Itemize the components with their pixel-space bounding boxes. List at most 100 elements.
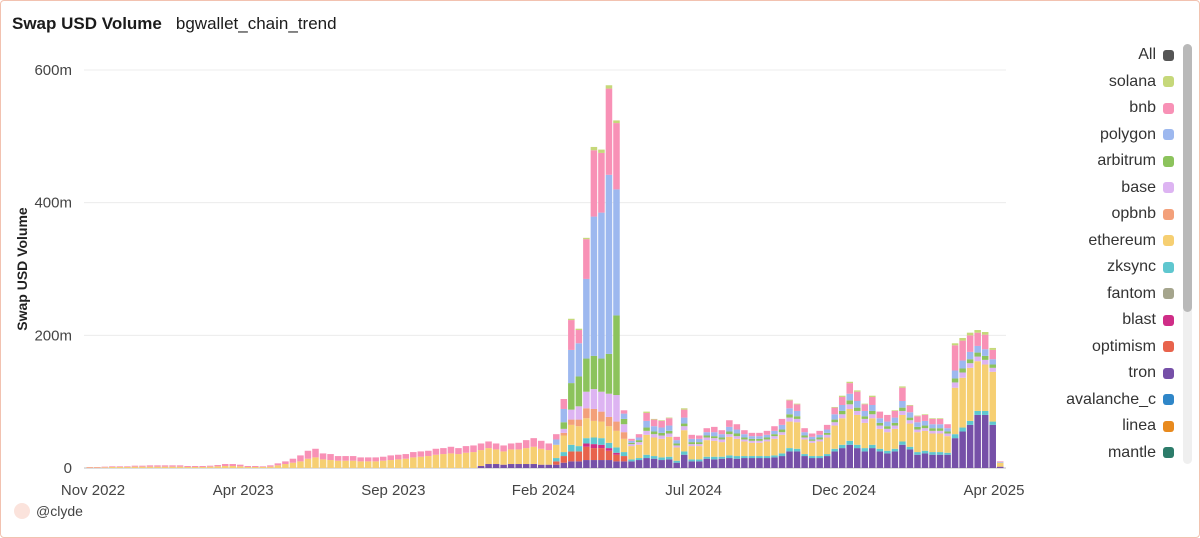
x-tick-label: Jul 2024 [665,482,722,499]
bar-segment-bnb [500,445,507,452]
legend-item-base[interactable]: base [1040,175,1174,202]
bar-segment-tron [711,459,718,468]
bar-segment-ethereum [289,462,297,468]
bar-segment-base [884,428,891,433]
bar-segment-optimism [613,454,620,462]
bar-segment-arbitrum [620,418,628,425]
bar-segment-arbitrum [605,353,613,394]
bar-segment-bnb [327,454,334,461]
bar-segment-optimism [568,451,575,462]
legend-swatch [1163,208,1174,220]
bar-segment-arbitrum [831,419,838,423]
bar-segment-ethereum [748,442,756,457]
legend-scrollbar-thumb[interactable] [1183,44,1192,312]
bar-segment-solana [838,395,846,398]
bar-segment-bnb [861,404,869,411]
bar-segment-bnb [711,426,718,433]
bar-segment-zksync [568,444,575,452]
legend-item-zksync[interactable]: zksync [1040,254,1174,281]
legend-item-ethereum[interactable]: ethereum [1040,228,1174,255]
bar-segment-ethereum [229,466,236,468]
bar-segment-bnb [823,424,831,430]
bar-segment-bnb [470,445,477,453]
legend-item-all[interactable]: All [1040,42,1174,69]
bar-segment-zksync [944,452,951,455]
bar-segment-optimism [575,451,583,462]
bar-segment-tron [936,454,944,468]
bar-segment-bnb [974,332,981,346]
legend-item-bnb[interactable]: bnb [1040,95,1174,122]
legend-item-fantom[interactable]: fantom [1040,281,1174,308]
bar-segment-ethereum [146,466,154,468]
legend-scrollbar[interactable] [1183,44,1192,464]
bar-segment-bnb [996,461,1004,463]
bar-segment-bnb [221,464,229,467]
bar-segment-solana [665,417,673,419]
bar-segment-opbnb [590,408,598,421]
legend-item-polygon[interactable]: polygon [1040,122,1174,149]
bar-segment-solana [680,408,688,410]
bar-segment-ethereum [199,467,206,468]
bar-segment-polygon [575,343,583,377]
bar-segment-base [650,434,658,438]
bar-segment-zksync [989,421,996,425]
legend-item-linea[interactable]: linea [1040,413,1174,440]
bar-segment-arbitrum [598,358,605,392]
bar-segment-zksync [741,456,748,459]
bar-segment-zksync [914,452,921,455]
legend-label: linea [1122,417,1156,435]
bar-segment-polygon [831,414,838,420]
bar-segment-solana [583,237,590,240]
bar-segment-ethereum [989,371,996,422]
bar-segment-base [756,440,763,443]
bar-segment-zksync [583,438,590,444]
chart-title: Swap USD Volume [12,14,162,33]
bar-segment-polygon [854,401,861,408]
chart-legend: All solana bnb polygon arbitrum base opbnb ethe… [1040,42,1174,470]
author-handle[interactable]: @clyde [36,503,83,519]
bar-segment-base [936,430,944,434]
bar-segment-bnb [94,467,101,468]
bar-segment-arbitrum [680,423,688,427]
legend-item-tron[interactable]: tron [1040,360,1174,387]
bar-segment-polygon [981,349,989,356]
bar-segment-solana [613,120,620,124]
bar-segment-bnb [590,150,598,217]
legend-item-solana[interactable]: solana [1040,69,1174,96]
bar-segment-ethereum [613,430,620,448]
bar-segment-ethereum [349,460,357,468]
bar-segment-zksync [748,456,756,459]
bar-segment-bnb [236,464,244,467]
bar-segment-ethereum [161,466,169,468]
bar-segment-arbitrum [846,400,854,405]
bar-segment-ethereum [267,466,274,468]
legend-item-avalanche-c[interactable]: avalanche_c [1040,387,1174,414]
bar-segment-zksync [575,446,583,452]
bar-segment-bnb [334,456,342,461]
avatar [14,503,30,519]
bar-segment-ethereum [124,467,131,468]
bar-segment-base [763,439,771,442]
legend-item-optimism[interactable]: optimism [1040,334,1174,361]
legend-item-opbnb[interactable]: opbnb [1040,201,1174,228]
bar-segment-ethereum [695,446,703,460]
bar-segment-zksync [869,444,876,449]
legend-item-mantle[interactable]: mantle [1040,440,1174,467]
bar-segment-ethereum [86,467,94,468]
bar-segment-bnb [184,466,191,468]
bar-segment-ethereum [921,430,929,451]
bar-segment-bnb [395,454,402,460]
bar-segment-arbitrum [778,429,786,433]
legend-item-arbitrum[interactable]: arbitrum [1040,148,1174,175]
bar-segment-polygon [771,430,778,435]
bar-segment-bnb [793,404,801,411]
bar-segment-bnb [959,340,966,361]
legend-item-blast[interactable]: blast [1040,307,1174,334]
bar-segment-bnb [417,451,425,457]
bar-segment-bnb [244,466,252,468]
bar-segment-ethereum [726,436,733,456]
bar-segment-base [838,414,846,419]
bar-segment-ethereum [665,436,673,457]
bar-segment-arbitrum [906,417,914,421]
bar-segment-zksync [650,456,658,459]
